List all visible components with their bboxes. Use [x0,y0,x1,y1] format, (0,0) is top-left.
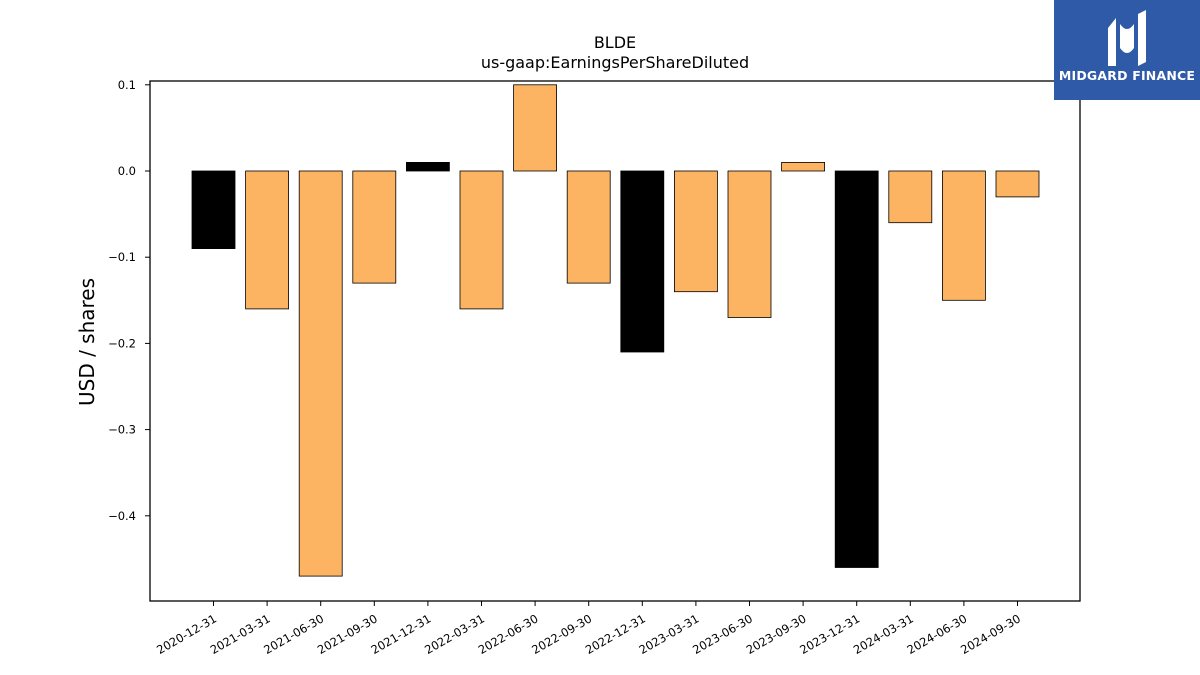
y-tick-label: −0.4 [108,509,136,523]
x-axis-ticks: 2020-12-312021-03-312021-06-302021-09-30… [154,601,1023,657]
bars-group [191,84,1040,577]
y-axis-label: USD / shares [75,278,99,406]
bar-2023-09-30 [781,161,825,172]
bar-2024-06-30 [942,170,986,301]
y-tick-label: −0.1 [108,250,136,264]
bar-2024-09-30 [995,170,1040,198]
bar-2022-03-31 [459,170,504,310]
bar-2022-06-30 [513,84,557,172]
brand-logo: MIDGARD FINANCE [1054,0,1200,100]
x-tick-label: 2021-06-30 [261,611,326,657]
bar-2021-09-30 [352,170,397,284]
x-tick-label: 2023-09-30 [744,611,809,657]
x-tick-label: 2021-09-30 [315,611,380,657]
x-tick-label: 2022-12-31 [583,611,648,657]
y-tick-label: −0.3 [108,423,136,437]
bar-2023-06-30 [727,170,772,318]
bar-2024-03-31 [888,170,933,224]
y-tick-label: 0.1 [118,78,136,92]
bar-2023-03-31 [674,170,718,293]
plot-frame [149,80,1081,602]
x-tick-label: 2024-09-30 [958,611,1023,657]
y-tick-label: 0.0 [118,164,136,178]
x-tick-label: 2021-12-31 [369,611,434,657]
bar-2021-03-31 [245,170,290,310]
x-tick-label: 2023-12-31 [797,611,862,657]
logo-text: MIDGARD FINANCE [1058,68,1196,83]
y-axis-ticks: 0.1 0.0 −0.1 −0.2 −0.3 −0.4 [108,78,150,523]
midgard-m-mark-icon [1108,10,1146,66]
bar-2022-09-30 [566,170,611,284]
x-tick-label: 2022-09-30 [529,611,594,657]
chart-subtitle: us-gaap:EarningsPerShareDiluted [481,53,749,72]
x-tick-label: 2023-06-30 [690,611,755,657]
x-tick-label: 2020-12-31 [154,611,219,657]
x-tick-label: 2024-06-30 [905,611,970,657]
y-tick-label: −0.2 [108,336,136,350]
bar-2023-12-31 [834,170,879,568]
bar-2021-12-31 [405,161,450,172]
bar-2022-12-31 [620,170,665,353]
bar-2020-12-31 [191,170,236,249]
x-tick-label: 2022-06-30 [476,611,541,657]
x-tick-label: 2023-03-31 [637,611,702,657]
x-tick-label: 2021-03-31 [208,611,273,657]
x-tick-label: 2022-03-31 [422,611,487,657]
chart-title: BLDE [594,33,636,52]
bar-2021-06-30 [298,170,343,577]
x-tick-label: 2024-03-31 [851,611,916,657]
